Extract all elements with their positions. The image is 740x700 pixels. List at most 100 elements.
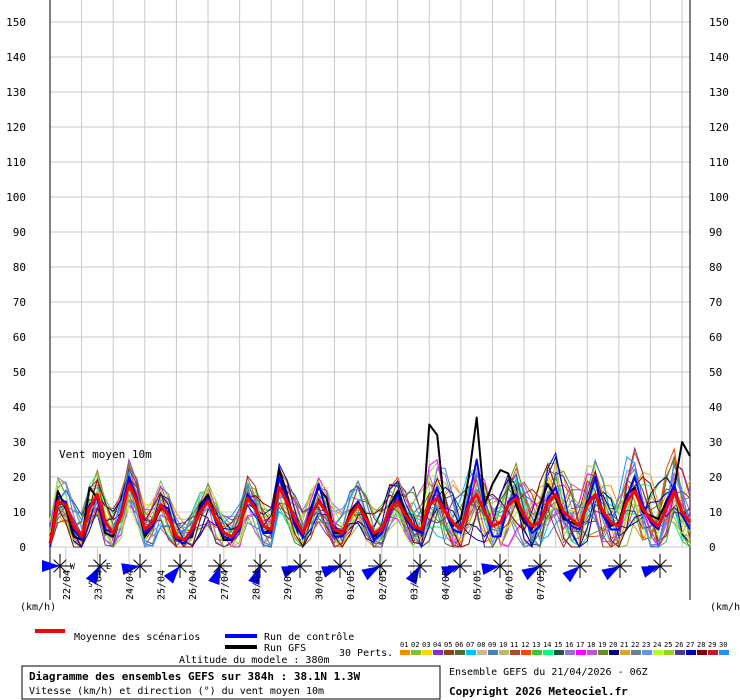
perturbation-legend-id: 25 [664,641,672,649]
legend-label-gfs: Run GFS [264,643,306,654]
perturbation-legend-id: 18 [587,641,595,649]
wind-direction-arrow [562,566,580,583]
x-tick-label: 28/04 [251,570,262,600]
wind-compass-ray [253,559,261,567]
series-line-mean [48,482,692,544]
y-tick-label-left: 90 [13,226,26,239]
wind-glyph [42,554,72,578]
wind-compass-ray [539,565,547,573]
wind-direction-arrow [163,566,180,584]
wind-compass-ray [339,565,347,573]
wind-compass-ray [459,565,467,573]
wind-compass-ray [493,559,501,567]
wind-compass-ray [573,559,581,567]
y-tick-label-left: 40 [13,401,26,414]
y-tick-label-right: 70 [709,296,722,309]
perturbation-legend-swatch [455,650,465,655]
wind-compass-ray [659,559,667,567]
x-tick-label: 06/05 [504,570,515,600]
perturbation-legend-swatch [631,650,641,655]
wind-compass-ray [373,559,381,567]
x-tick-label: 23/04 [93,570,104,600]
wind-glyph [121,554,152,578]
wind-glyph [85,554,112,585]
y-axis-left: 0 10 20 30 40 50 60 70 80 90 100 110 120 130 140 150 [6,16,26,554]
wind-compass-ray [333,565,341,573]
y-tick-label-left: 130 [6,86,26,99]
wind-glyph [321,554,352,578]
wind-direction-arrow [641,566,660,578]
wind-compass-ray [659,565,667,573]
x-tick-label: 04/05 [441,570,452,600]
perturbation-legend-id: 09 [488,641,496,649]
footer-title: Diagramme des ensembles GEFS sur 384h : … [29,670,361,683]
legend-swatch-mean [35,629,65,633]
perturbation-legend-id: 02 [411,641,419,649]
wind-glyph [163,554,192,584]
wind-compass-ray [133,559,141,567]
y-tick-label-right: 120 [709,121,729,134]
wind-glyph [641,554,672,578]
y-tick-label-right: 60 [709,331,722,344]
y-tick-label-left: 150 [6,16,26,29]
footer-box [21,665,441,700]
main-series-lines [48,416,692,548]
x-tick-label: 27/04 [220,570,231,600]
wind-glyph [562,554,592,583]
y-tick-label-right: 20 [709,471,722,484]
wind-direction-arrow [208,566,220,585]
perturbation-legend-swatch [576,650,586,655]
y-tick-label-left: 20 [13,471,26,484]
perturbation-legend-swatch [400,650,410,655]
wind-compass-ray [293,559,301,567]
wind-compass-ray [379,559,387,567]
perturbation-legend-swatch [466,650,476,655]
altitude-label: Altitude du modele : 380m [179,655,330,666]
wind-direction-arrow [601,566,620,581]
wind-direction-arrow [361,566,380,581]
perturbation-legend-id: 20 [609,641,617,649]
perturbation-legend-id: 01 [400,641,408,649]
perturbation-legend-swatch [411,650,421,655]
wind-compass-ray [259,559,267,567]
perturbation-legend-swatch [532,650,542,655]
wind-glyph [481,554,512,578]
perturbation-legend-swatch [664,650,674,655]
perturbation-legend-id: 07 [466,641,474,649]
perturbation-legend-id: 03 [422,641,430,649]
wind-compass-ray [493,565,501,573]
wind-compass-ray [619,559,627,567]
wind-compass-ray [539,559,547,567]
wind-compass-ray [579,565,587,573]
y-tick-label-left: 10 [13,506,26,519]
perturbation-legend-id: 30 [719,641,727,649]
wind-compass-ray [299,565,307,573]
perturbation-legend-swatch [642,650,652,655]
wind-compass-ray [59,565,67,573]
x-tick-label: 26/04 [188,570,199,600]
y-tick-label-right: 80 [709,261,722,274]
footer-run: Ensemble GEFS du 21/04/2026 - 06Z [449,667,648,678]
perturbation-legend-swatch [609,650,619,655]
perturbation-legend-id: 04 [433,641,441,649]
perturbation-legend-swatch [521,650,531,655]
y-tick-label-right: 140 [709,51,729,64]
perturbation-legend-id: 29 [708,641,716,649]
perturbation-legend-swatch [488,650,498,655]
x-tick-label: 22/04 [62,570,73,600]
perturbation-line-29 [49,446,691,549]
perturbation-line-27 [49,451,691,549]
perturbation-legend-swatch [422,650,432,655]
y-tick-label-left: 70 [13,296,26,309]
wind-glyph [248,554,272,585]
wind-compass-ray [453,565,461,573]
y-tick-label-right: 90 [709,226,722,239]
wind-glyph [521,554,552,581]
perturbation-legend-id: 28 [697,641,705,649]
y-tick-label-right: 50 [709,366,722,379]
perturbation-legend-swatch [565,650,575,655]
perturbation-legend-id: 26 [675,641,683,649]
perturbation-legend-id: 23 [642,641,650,649]
wind-compass-ray [99,565,107,573]
